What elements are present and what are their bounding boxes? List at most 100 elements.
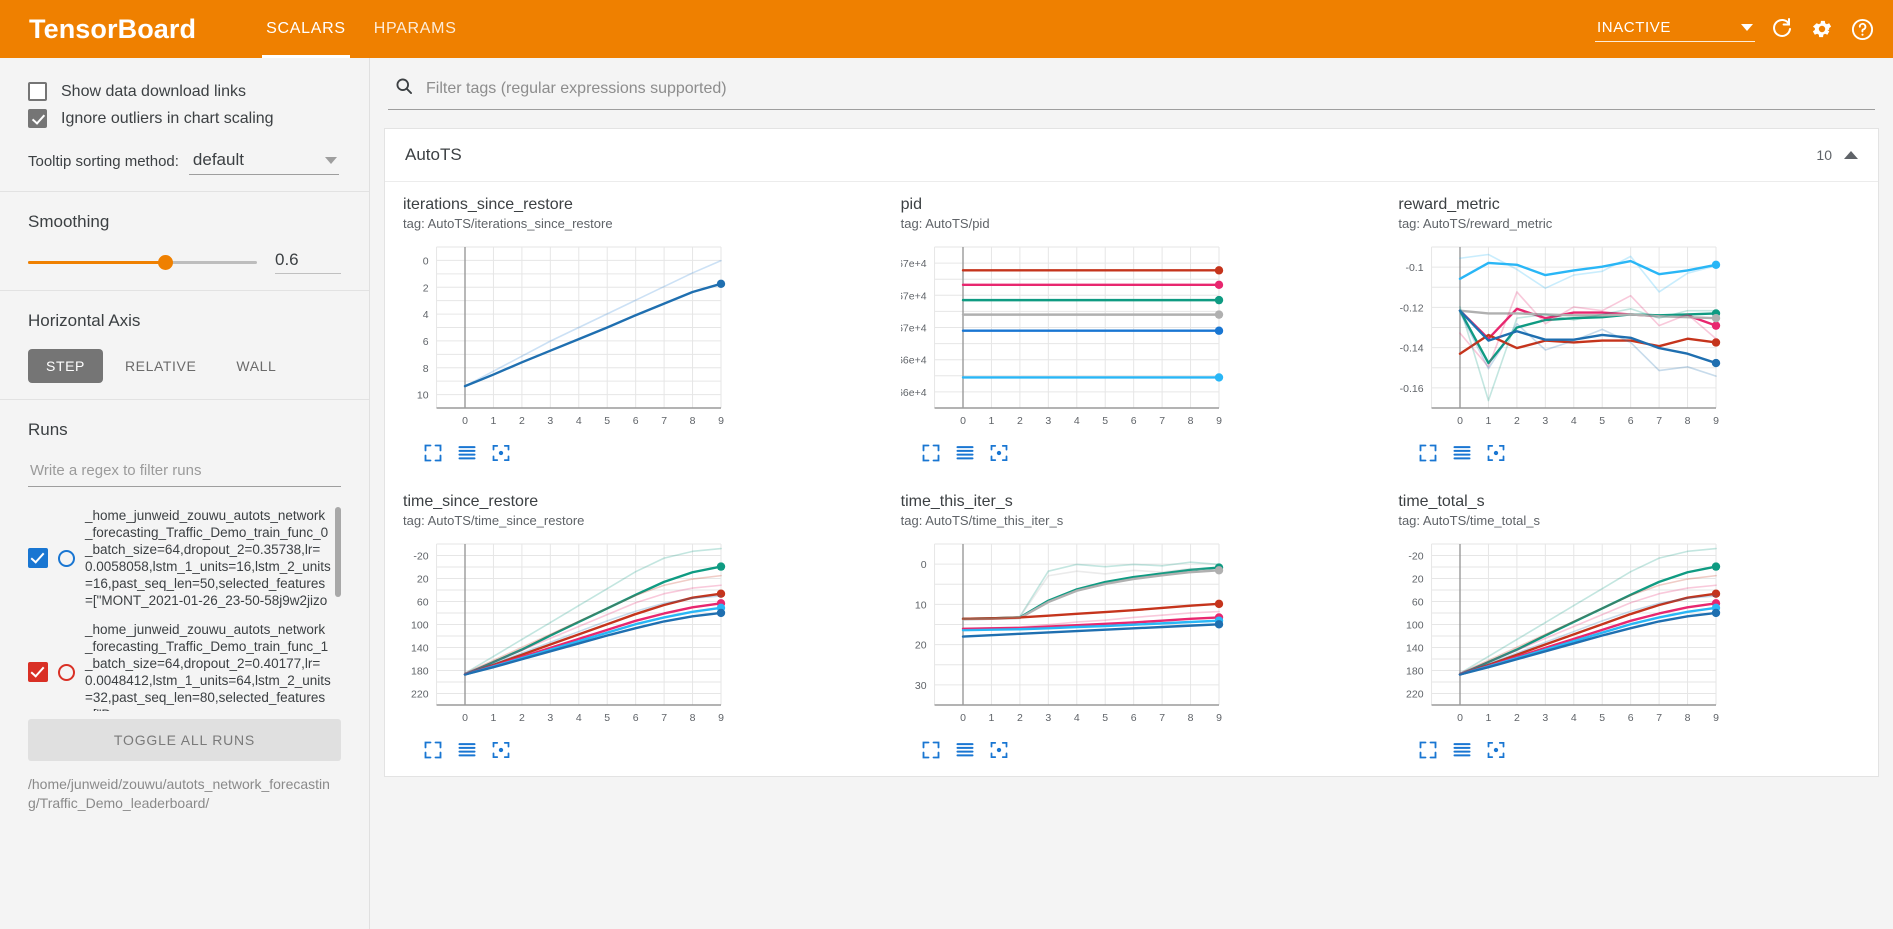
ignore-outliers-row[interactable]: Ignore outliers in chart scaling	[28, 109, 341, 128]
reload-mode-select[interactable]: INACTIVE	[1595, 17, 1755, 42]
expand-icon[interactable]	[921, 740, 941, 760]
svg-text:20: 20	[1412, 574, 1424, 586]
data-series-icon[interactable]	[457, 443, 477, 463]
horizontal-axis-buttons: STEP RELATIVE WALL	[28, 349, 341, 383]
svg-text:10: 10	[417, 390, 429, 402]
tag-group-header[interactable]: AutoTS 10	[385, 129, 1878, 182]
chart-plot[interactable]: -20 20 60 100 140 180 220 0 1 2 3 4 5 6 7 8 9	[1398, 536, 1860, 736]
axis-option-step[interactable]: STEP	[28, 349, 103, 383]
tooltip-sorting-select[interactable]: default	[188, 148, 339, 175]
expand-icon[interactable]	[921, 443, 941, 463]
chart-title: time_total_s	[1398, 493, 1485, 510]
svg-text:4: 4	[1074, 712, 1080, 724]
svg-text:8: 8	[1685, 415, 1691, 427]
expand-icon[interactable]	[423, 740, 443, 760]
svg-text:7: 7	[1159, 712, 1165, 724]
tab-scalars[interactable]: SCALARS	[252, 0, 360, 58]
settings-icon[interactable]	[1809, 16, 1835, 42]
fit-domain-icon[interactable]	[1486, 740, 1506, 760]
svg-text:6: 6	[633, 415, 639, 427]
fit-domain-icon[interactable]	[491, 740, 511, 760]
svg-text:0: 0	[1457, 712, 1463, 724]
svg-text:2.466e+4: 2.466e+4	[901, 387, 927, 399]
svg-text:7: 7	[1657, 415, 1663, 427]
tag-group-card: AutoTS 10 iterations_since_restore tag: A…	[384, 128, 1879, 777]
tag-filter[interactable]	[388, 58, 1875, 110]
svg-text:30: 30	[915, 680, 927, 692]
tab-hparams[interactable]: HPARAMS	[373, 20, 457, 37]
chart-plot[interactable]: 0 10 20 30 0 1 2 3 4 5 6 7 8 9	[901, 536, 1363, 736]
svg-text:180: 180	[411, 666, 429, 678]
smoothing-row: 0.6	[28, 250, 341, 274]
svg-text:100: 100	[1406, 620, 1424, 632]
list-item[interactable]: _home_junweid_zouwu_autots_network_forec…	[28, 501, 341, 615]
runs-filter-input[interactable]	[28, 458, 341, 487]
help-icon[interactable]	[1849, 16, 1875, 42]
run-color-dot[interactable]	[58, 549, 75, 567]
svg-text:5: 5	[604, 415, 610, 427]
app-title: TensorBoard	[29, 13, 197, 44]
chart-tag: tag: AutoTS/time_total_s	[1398, 513, 1540, 528]
chart-cell-time-since-restore: time_since_restore tag: AutoTS/time_since…	[385, 479, 883, 776]
chart-tag: tag: AutoTS/iterations_since_restore	[403, 216, 613, 231]
chart-plot[interactable]: 2.467e+4 2.467e+4 2.467e+4 2.466e+4 2.466e+4…	[882, 239, 1363, 439]
data-series-icon[interactable]	[1452, 740, 1472, 760]
chevron-down-icon	[324, 156, 337, 164]
svg-text:8: 8	[690, 415, 696, 427]
run-color-dot[interactable]	[58, 663, 75, 681]
runs-section: Runs _home_junweid_zouwu_autots_network_…	[0, 400, 369, 829]
ignore-outliers-label: Ignore outliers in chart scaling	[61, 109, 274, 127]
runs-scrollbar[interactable]	[335, 507, 341, 597]
smoothing-slider[interactable]	[28, 253, 257, 271]
data-series-icon[interactable]	[1452, 443, 1472, 463]
chart-plot[interactable]: -20 20 60 100 140 180 220 0 1 2 3 4 5 6 7 8 9	[403, 536, 865, 736]
svg-text:5: 5	[1600, 415, 1606, 427]
run-checkbox[interactable]	[28, 662, 48, 682]
fit-domain-icon[interactable]	[989, 740, 1009, 760]
list-item[interactable]: _home_junweid_zouwu_autots_network_forec…	[28, 615, 341, 711]
chart-title: reward_metric	[1398, 196, 1500, 213]
svg-text:7: 7	[1159, 415, 1165, 427]
svg-text:6: 6	[633, 712, 639, 724]
svg-text:5: 5	[1102, 712, 1108, 724]
axis-option-wall[interactable]: WALL	[236, 358, 277, 374]
svg-text:2: 2	[519, 712, 525, 724]
svg-text:220: 220	[411, 689, 429, 701]
svg-text:-0.1: -0.1	[1406, 262, 1424, 274]
run-checkbox[interactable]	[28, 548, 48, 568]
expand-icon[interactable]	[1418, 443, 1438, 463]
show-download-links-row[interactable]: Show data download links	[28, 82, 341, 101]
reload-mode-value: INACTIVE	[1597, 18, 1671, 36]
smoothing-value[interactable]: 0.6	[275, 250, 341, 274]
top-app-bar: TensorBoard SCALARS HPARAMS INACTIVE	[0, 0, 1893, 58]
fit-domain-icon[interactable]	[989, 443, 1009, 463]
data-series-icon[interactable]	[457, 740, 477, 760]
charts-grid: iterations_since_restore tag: AutoTS/iter…	[385, 182, 1878, 776]
svg-text:6: 6	[1130, 712, 1136, 724]
svg-text:60: 60	[417, 597, 429, 609]
chart-plot[interactable]: -0.1 -0.12 -0.14 -0.16 0 1 2 3 4 5 6 7 8 9	[1398, 239, 1860, 439]
refresh-icon[interactable]	[1769, 16, 1795, 42]
expand-icon[interactable]	[423, 443, 443, 463]
axis-option-relative[interactable]: RELATIVE	[124, 358, 197, 374]
search-input[interactable]	[424, 78, 1869, 99]
svg-text:9: 9	[1216, 712, 1222, 724]
chart-plot[interactable]: 0 2 4 6 8 10 0 1 2 3 4 5 6 7 8 9	[403, 239, 865, 439]
fit-domain-icon[interactable]	[491, 443, 511, 463]
fit-domain-icon[interactable]	[1486, 443, 1506, 463]
chevron-up-icon[interactable]	[1844, 151, 1858, 159]
toggle-all-runs-button[interactable]: TOGGLE ALL RUNS	[28, 719, 341, 761]
horizontal-axis-section: Horizontal Axis STEP RELATIVE WALL	[0, 291, 369, 400]
show-download-links-checkbox[interactable]	[28, 82, 47, 101]
svg-text:8: 8	[1187, 712, 1193, 724]
data-series-icon[interactable]	[955, 443, 975, 463]
ignore-outliers-checkbox[interactable]	[28, 109, 47, 128]
data-series-icon[interactable]	[955, 740, 975, 760]
page-body: Show data download links Ignore outliers…	[0, 58, 1893, 929]
top-bar-actions: INACTIVE	[1595, 0, 1875, 58]
svg-text:2.467e+4: 2.467e+4	[901, 258, 927, 270]
svg-text:8: 8	[423, 363, 429, 375]
slider-knob[interactable]	[158, 254, 174, 270]
expand-icon[interactable]	[1418, 740, 1438, 760]
